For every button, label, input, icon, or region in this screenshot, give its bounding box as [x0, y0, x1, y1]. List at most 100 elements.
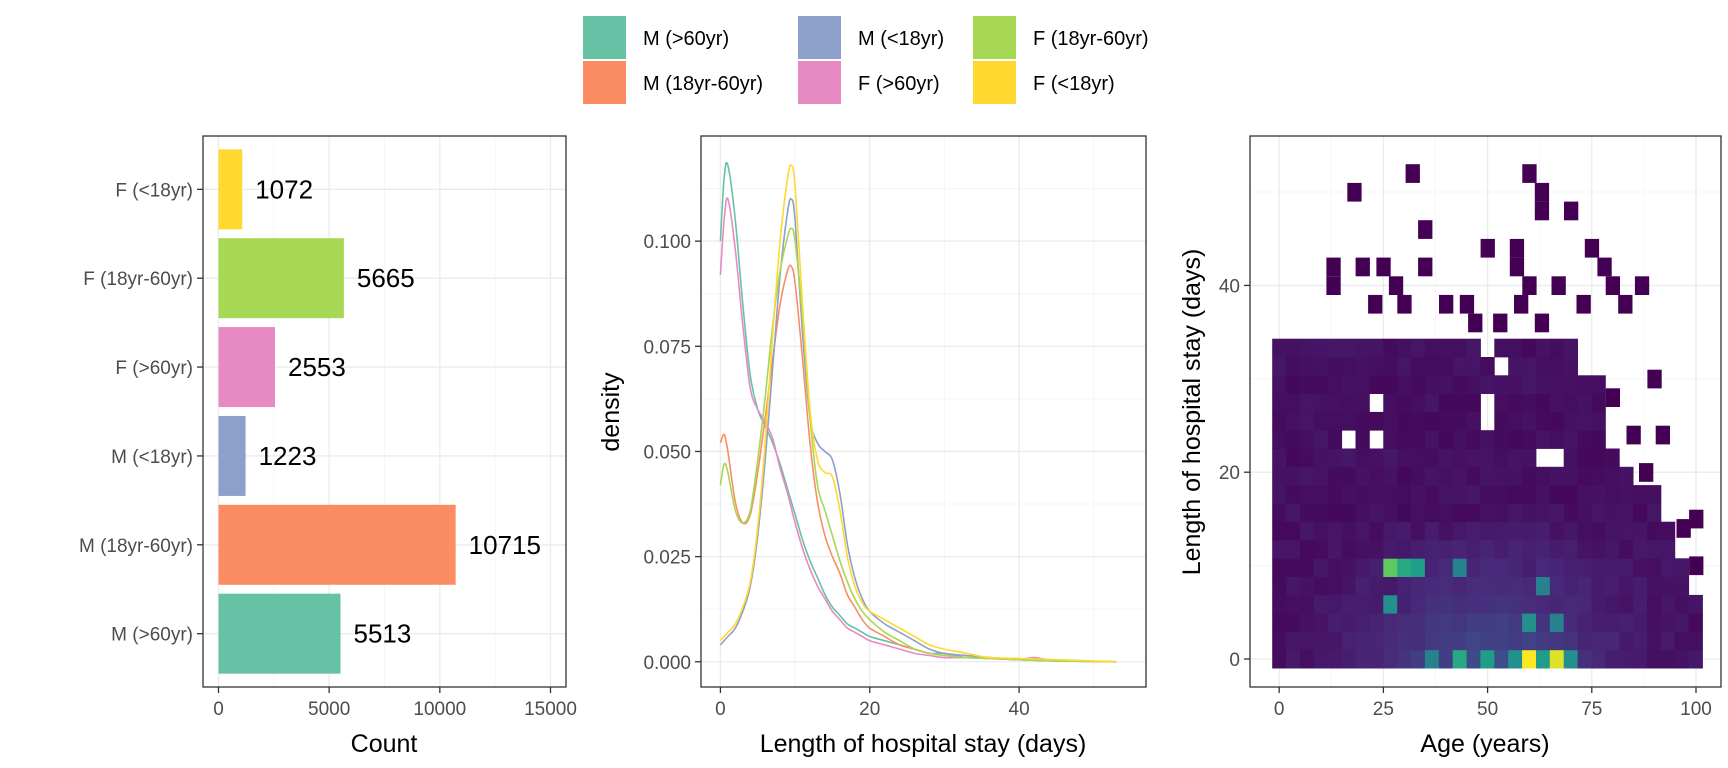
heatmap-cell	[1313, 613, 1329, 632]
heatmap-cell	[1605, 649, 1620, 669]
heatmap-cell	[1438, 466, 1454, 486]
heatmap-cell	[1466, 466, 1481, 486]
heatmap-cell	[1397, 466, 1412, 486]
heatmap-cell	[1369, 576, 1384, 596]
heatmap-cell	[1605, 448, 1620, 468]
heatmap-cell	[1368, 294, 1383, 314]
heatmap-cell	[1549, 393, 1565, 413]
heatmap-cell	[1397, 357, 1412, 376]
heatmap-cell	[1536, 503, 1551, 523]
heatmap-cell	[1355, 521, 1370, 541]
bar-panel: 5513 10715 1223 2553 5665 1072 M (>60yr) M (18…	[79, 135, 577, 758]
heatmap-cell	[1549, 558, 1565, 577]
heatmap-cell	[1397, 558, 1412, 577]
heatmap-cell	[1534, 182, 1550, 202]
bar-value-label-m-18yr-60yr: 10715	[469, 530, 541, 560]
heatmap-cell	[1549, 613, 1565, 632]
heatmap-cell	[1688, 649, 1703, 669]
heatmap-cell	[1438, 375, 1454, 394]
heatmap-cell	[1411, 375, 1426, 394]
density-panel: 0 20 40 0.000 0.025 0.050 0.075 0.100 Length of…	[597, 135, 1147, 758]
bar-y-tick-label: M (>60yr)	[111, 625, 193, 646]
heatmap-cell	[1466, 649, 1481, 669]
heatmap-cell	[1480, 448, 1495, 468]
density-line-m-18yr	[719, 197, 1117, 663]
heatmap-cell	[1466, 540, 1481, 559]
heatmap-cell	[1634, 276, 1650, 295]
heatmap-cell	[1411, 393, 1426, 413]
heatmap-cell	[1676, 519, 1691, 538]
heatmap-cell	[1549, 503, 1565, 523]
heatmap-cell	[1619, 594, 1634, 614]
heatmap-cell	[1355, 466, 1370, 486]
heatmap-cell	[1341, 521, 1356, 541]
heatmap-cell	[1508, 411, 1523, 431]
heatmap-cell	[1536, 558, 1551, 577]
heatmap-cell	[1522, 430, 1537, 449]
heatmap-cell	[1300, 393, 1315, 413]
heatmap-cell	[1563, 448, 1578, 468]
heatmap-cell	[1522, 357, 1537, 376]
heatmap-cell	[1397, 411, 1412, 431]
heatmap-cell	[1272, 375, 1287, 394]
heatmap-cell	[1369, 540, 1384, 559]
heatmap-cell	[1563, 613, 1578, 632]
heatmap-cell	[1438, 576, 1454, 596]
heatmap-cell	[1286, 576, 1301, 596]
heatmap-cell	[1605, 276, 1620, 295]
heatmap-cell	[1286, 430, 1301, 449]
heatmap-cell	[1411, 411, 1426, 431]
heatmap-cell	[1286, 448, 1301, 468]
heatmap-cell	[1591, 631, 1606, 651]
heatmap-cell	[1466, 503, 1481, 523]
heatmap-cell	[1411, 631, 1426, 651]
heatmap-cell	[1327, 430, 1343, 449]
heatmap-cell	[1341, 576, 1356, 596]
heatmap-cell	[1397, 576, 1412, 596]
heatmap-cell	[1424, 594, 1440, 614]
heatmap-y-tick-label: 0	[1229, 650, 1240, 671]
heatmap-cell	[1522, 276, 1537, 295]
heatmap-cell	[1508, 393, 1523, 413]
heatmap-cell	[1424, 649, 1440, 669]
heatmap-cell	[1300, 357, 1315, 376]
heatmap-cell	[1355, 540, 1370, 559]
heatmap-cell	[1647, 558, 1662, 577]
heatmap-cell	[1633, 558, 1648, 577]
heatmap-cell	[1313, 649, 1329, 669]
heatmap-cell	[1327, 594, 1343, 614]
heatmap-cell	[1286, 411, 1301, 431]
heatmap-cell	[1424, 466, 1440, 486]
heatmap-cell	[1647, 503, 1662, 523]
heatmap-cell	[1618, 294, 1633, 314]
heatmap-cell	[1286, 540, 1301, 559]
heatmap-cell	[1300, 430, 1315, 449]
heatmap-cell	[1355, 576, 1370, 596]
heatmap-cell	[1411, 521, 1426, 541]
heatmap-cell	[1369, 338, 1384, 358]
heatmap-cell	[1549, 357, 1565, 376]
density-panel-background	[701, 136, 1146, 687]
heatmap-cell	[1272, 558, 1287, 577]
heatmap-cell	[1369, 485, 1384, 504]
heatmap-cell	[1341, 411, 1356, 431]
bar-value-label-f-18yr-60yr: 5665	[357, 263, 415, 293]
heatmap-cell	[1536, 521, 1551, 541]
heatmap-cell	[1383, 540, 1398, 559]
legend-label-f-18yr-60yr: F (18yr-60yr)	[1033, 28, 1149, 50]
heatmap-cell	[1534, 313, 1550, 333]
heatmap-cell	[1424, 338, 1440, 358]
heatmap-cell	[1509, 257, 1525, 277]
heatmap-cell	[1577, 576, 1592, 596]
heatmap-cell	[1647, 631, 1662, 651]
heatmap-cell	[1411, 540, 1426, 559]
bar-y-tick-label: M (18yr-60yr)	[79, 536, 193, 557]
heatmap-cell	[1313, 448, 1329, 468]
heatmap-cell	[1327, 558, 1343, 577]
heatmap-cell	[1341, 631, 1356, 651]
heatmap-cell	[1300, 649, 1315, 669]
heatmap-cell	[1300, 466, 1315, 486]
heatmap-cell	[1647, 576, 1662, 596]
heatmap-cell	[1563, 393, 1578, 413]
heatmap-cell	[1480, 375, 1495, 394]
